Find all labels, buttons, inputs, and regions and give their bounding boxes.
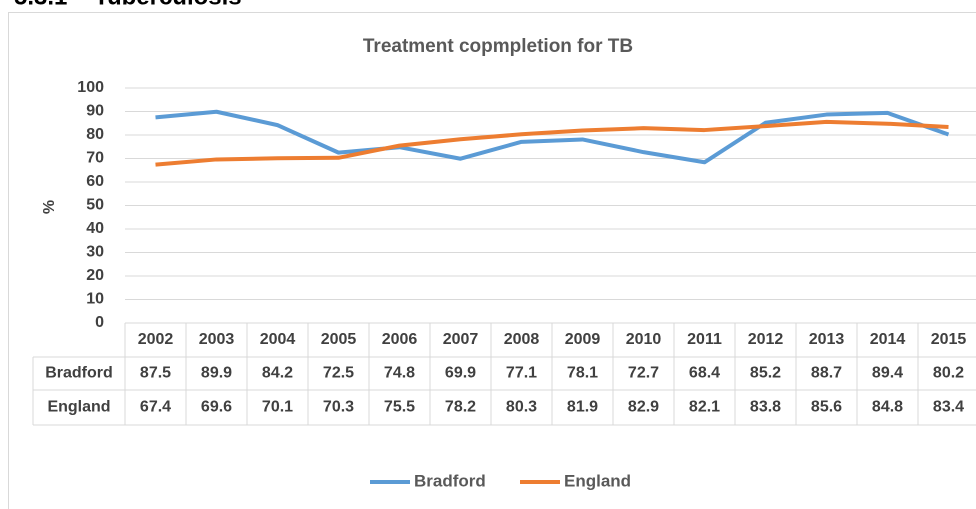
x-tick-label: 2011 bbox=[687, 331, 722, 348]
table-cell: 78.1 bbox=[567, 365, 598, 382]
x-tick-label: 2015 bbox=[931, 331, 967, 348]
table-cell: 72.7 bbox=[628, 365, 659, 382]
y-axis-label: % bbox=[41, 200, 58, 214]
x-tick-label: 2008 bbox=[504, 331, 540, 348]
table-cell: 82.1 bbox=[689, 399, 720, 416]
legend-label: England bbox=[564, 471, 631, 490]
x-tick-label: 2002 bbox=[138, 331, 174, 348]
table-cell: 89.4 bbox=[872, 365, 903, 382]
table-cell: 84.8 bbox=[872, 399, 903, 416]
y-tick-label: 30 bbox=[86, 244, 104, 261]
y-tick-label: 100 bbox=[77, 79, 104, 96]
x-tick-label: 2003 bbox=[199, 331, 235, 348]
table-cell: 77.1 bbox=[506, 365, 537, 382]
table-cell: 78.2 bbox=[445, 399, 476, 416]
table-cell: 83.8 bbox=[750, 399, 781, 416]
x-tick-label: 2013 bbox=[809, 331, 845, 348]
y-tick-label: 20 bbox=[86, 267, 104, 284]
table-cell: 80.3 bbox=[506, 399, 537, 416]
x-tick-label: 2009 bbox=[565, 331, 601, 348]
table-cell: 85.2 bbox=[750, 365, 781, 382]
table-cell: 69.9 bbox=[445, 365, 476, 382]
table-cell: 83.4 bbox=[933, 399, 964, 416]
y-tick-label: 80 bbox=[86, 126, 104, 143]
y-tick-label: 70 bbox=[86, 150, 104, 167]
table-cell: 67.4 bbox=[140, 399, 171, 416]
table-cell: 72.5 bbox=[323, 365, 354, 382]
table-cell: 74.8 bbox=[384, 365, 415, 382]
x-tick-label: 2010 bbox=[626, 331, 662, 348]
table-cell: 75.5 bbox=[384, 399, 415, 416]
table-cell: 88.7 bbox=[811, 365, 842, 382]
table-cell: 68.4 bbox=[689, 365, 720, 382]
y-tick-label: 10 bbox=[86, 291, 104, 308]
y-tick-label: 90 bbox=[86, 103, 104, 120]
x-tick-label: 2004 bbox=[260, 331, 296, 348]
y-tick-label: 50 bbox=[86, 197, 104, 214]
table-cell: 85.6 bbox=[811, 399, 842, 416]
chart-border bbox=[8, 12, 976, 509]
table-cell: 70.3 bbox=[323, 399, 354, 416]
table-cell: 70.1 bbox=[262, 399, 293, 416]
legend-label: Bradford bbox=[414, 471, 486, 490]
table-cell: 87.5 bbox=[140, 365, 171, 382]
table-cell: 80.2 bbox=[933, 365, 964, 382]
y-tick-label: 60 bbox=[86, 173, 104, 190]
series-line bbox=[155, 109, 950, 165]
y-tick-label: 40 bbox=[86, 220, 104, 237]
heading: 5.3.1 – Tuberculosis bbox=[14, 0, 242, 10]
table-cell: 82.9 bbox=[628, 399, 659, 416]
table-row-label: England bbox=[47, 399, 110, 416]
series-line bbox=[155, 119, 949, 167]
x-tick-label: 2012 bbox=[748, 331, 784, 348]
table-cell: 84.2 bbox=[262, 365, 293, 382]
x-tick-label: 2014 bbox=[870, 331, 906, 348]
table-cell: 69.6 bbox=[201, 399, 232, 416]
table-cell: 81.9 bbox=[567, 399, 598, 416]
chart-title: Treatment copmpletion for TB bbox=[363, 36, 633, 57]
x-tick-label: 2006 bbox=[382, 331, 418, 348]
x-tick-label: 2007 bbox=[443, 331, 479, 348]
y-tick-label: 0 bbox=[95, 314, 104, 331]
table-row-label: Bradford bbox=[45, 365, 113, 382]
x-tick-label: 2005 bbox=[321, 331, 357, 348]
table-cell: 89.9 bbox=[201, 365, 232, 382]
